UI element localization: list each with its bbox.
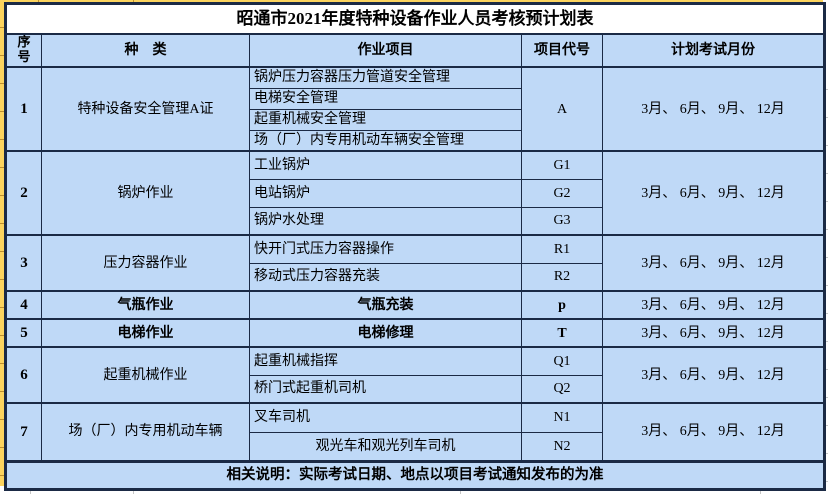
col-header-index[interactable]: 序号 bbox=[5, 33, 42, 69]
code-cell[interactable]: p bbox=[521, 290, 603, 320]
project-cell[interactable]: 起重机械指挥 bbox=[249, 346, 522, 376]
row-index-cell[interactable]: 1 bbox=[5, 66, 42, 152]
row-index-cell[interactable]: 6 bbox=[5, 346, 42, 404]
category-cell[interactable]: 锅炉作业 bbox=[41, 150, 250, 236]
project-cell[interactable]: 电梯修理 bbox=[249, 318, 522, 348]
row-index-cell[interactable]: 2 bbox=[5, 150, 42, 236]
footer-note-row: 相关说明：实际考试日期、地点以项目考试通知发布的为准 bbox=[5, 459, 825, 490]
months-cell[interactable]: 3月、 6月、 9月、 12月 bbox=[602, 66, 825, 152]
table-header-row: 序号 种 类 作业项目 项目代号 计划考试月份 bbox=[5, 33, 825, 69]
project-cell[interactable]: 锅炉水处理 bbox=[249, 206, 522, 236]
table-row: 5 电梯作业 电梯修理 T 3月、 6月、 9月、 12月 bbox=[5, 318, 825, 348]
code-cell[interactable]: G3 bbox=[521, 206, 603, 236]
row-index-cell[interactable]: 3 bbox=[5, 234, 42, 292]
project-cell[interactable]: 移动式压力容器充装 bbox=[249, 262, 522, 292]
exam-plan-table: 昭通市2021年度特种设备作业人员考核预计划表 序号 种 类 作业项目 项目代号… bbox=[4, 2, 826, 491]
code-cell[interactable]: T bbox=[521, 318, 603, 348]
months-cell[interactable]: 3月、 6月、 9月、 12月 bbox=[602, 402, 825, 462]
table-row: 1 特种设备安全管理A证 锅炉压力容器压力管道安全管理 A 3月、 6月、 9月、 12… bbox=[5, 66, 825, 152]
category-cell[interactable]: 电梯作业 bbox=[41, 318, 250, 348]
col-header-index-label: 序号 bbox=[17, 34, 31, 64]
row-index-cell[interactable]: 4 bbox=[5, 290, 42, 320]
code-cell[interactable]: Q2 bbox=[521, 374, 603, 404]
table-row: 3 压力容器作业 快开门式压力容器操作 R1 3月、 6月、 9月、 12月 bbox=[5, 234, 825, 292]
code-cell[interactable]: N2 bbox=[521, 431, 603, 462]
table-row: 7 场（厂）内专用机动车辆 叉车司机 N1 3月、 6月、 9月、 12月 bbox=[5, 402, 825, 462]
months-cell[interactable]: 3月、 6月、 9月、 12月 bbox=[602, 318, 825, 348]
project-cell[interactable]: 叉车司机 bbox=[249, 402, 522, 433]
project-cell[interactable]: 锅炉压力容器压力管道安全管理 bbox=[249, 66, 522, 89]
code-cell[interactable]: Q1 bbox=[521, 346, 603, 376]
category-cell[interactable]: 起重机械作业 bbox=[41, 346, 250, 404]
project-cell[interactable]: 电站锅炉 bbox=[249, 178, 522, 208]
project-cell[interactable]: 桥门式起重机司机 bbox=[249, 374, 522, 404]
row-index-cell[interactable]: 5 bbox=[5, 318, 42, 348]
project-cell[interactable]: 起重机械安全管理 bbox=[249, 108, 522, 131]
category-cell[interactable]: 特种设备安全管理A证 bbox=[41, 66, 250, 152]
table-row: 2 锅炉作业 工业锅炉 G1 3月、 6月、 9月、 12月 bbox=[5, 150, 825, 236]
project-cell[interactable]: 电梯安全管理 bbox=[249, 87, 522, 110]
code-cell[interactable]: N1 bbox=[521, 402, 603, 433]
code-cell[interactable]: A bbox=[521, 66, 603, 152]
sheet-edge-left bbox=[0, 0, 4, 486]
col-header-code[interactable]: 项目代号 bbox=[521, 33, 603, 69]
months-cell[interactable]: 3月、 6月、 9月、 12月 bbox=[602, 346, 825, 404]
table-row: 6 起重机械作业 起重机械指挥 Q1 3月、 6月、 9月、 12月 bbox=[5, 346, 825, 404]
code-cell[interactable]: G1 bbox=[521, 150, 603, 180]
table-title-row: 昭通市2021年度特种设备作业人员考核预计划表 bbox=[5, 3, 825, 35]
project-cell[interactable]: 工业锅炉 bbox=[249, 150, 522, 180]
sheet-edge-top bbox=[0, 0, 823, 3]
row-index-cell[interactable]: 7 bbox=[5, 402, 42, 462]
table-row: 移动式压力容器充装 R2 bbox=[6, 262, 825, 292]
table-row: 观光车和观光列车司机 N2 bbox=[6, 431, 825, 462]
col-header-project[interactable]: 作业项目 bbox=[249, 33, 522, 69]
table-row: 4 气瓶作业 气瓶充装 p 3月、 6月、 9月、 12月 bbox=[5, 290, 825, 320]
category-cell[interactable]: 场（厂）内专用机动车辆 bbox=[41, 402, 250, 462]
code-cell[interactable]: R1 bbox=[521, 234, 603, 264]
code-cell[interactable]: R2 bbox=[521, 262, 603, 292]
col-header-category[interactable]: 种 类 bbox=[41, 33, 250, 69]
project-cell[interactable]: 观光车和观光列车司机 bbox=[249, 431, 522, 462]
category-cell[interactable]: 压力容器作业 bbox=[41, 234, 250, 292]
page-title[interactable]: 昭通市2021年度特种设备作业人员考核预计划表 bbox=[5, 3, 825, 35]
code-cell[interactable]: G2 bbox=[521, 178, 603, 208]
months-cell[interactable]: 3月、 6月、 9月、 12月 bbox=[602, 150, 825, 236]
project-cell[interactable]: 气瓶充装 bbox=[249, 290, 522, 320]
project-cell[interactable]: 快开门式压力容器操作 bbox=[249, 234, 522, 264]
months-cell[interactable]: 3月、 6月、 9月、 12月 bbox=[602, 290, 825, 320]
footer-note[interactable]: 相关说明：实际考试日期、地点以项目考试通知发布的为准 bbox=[5, 459, 825, 490]
months-cell[interactable]: 3月、 6月、 9月、 12月 bbox=[602, 234, 825, 292]
project-cell[interactable]: 场（厂）内专用机动车辆安全管理 bbox=[249, 129, 522, 152]
category-cell[interactable]: 气瓶作业 bbox=[41, 290, 250, 320]
col-header-months[interactable]: 计划考试月份 bbox=[602, 33, 825, 69]
